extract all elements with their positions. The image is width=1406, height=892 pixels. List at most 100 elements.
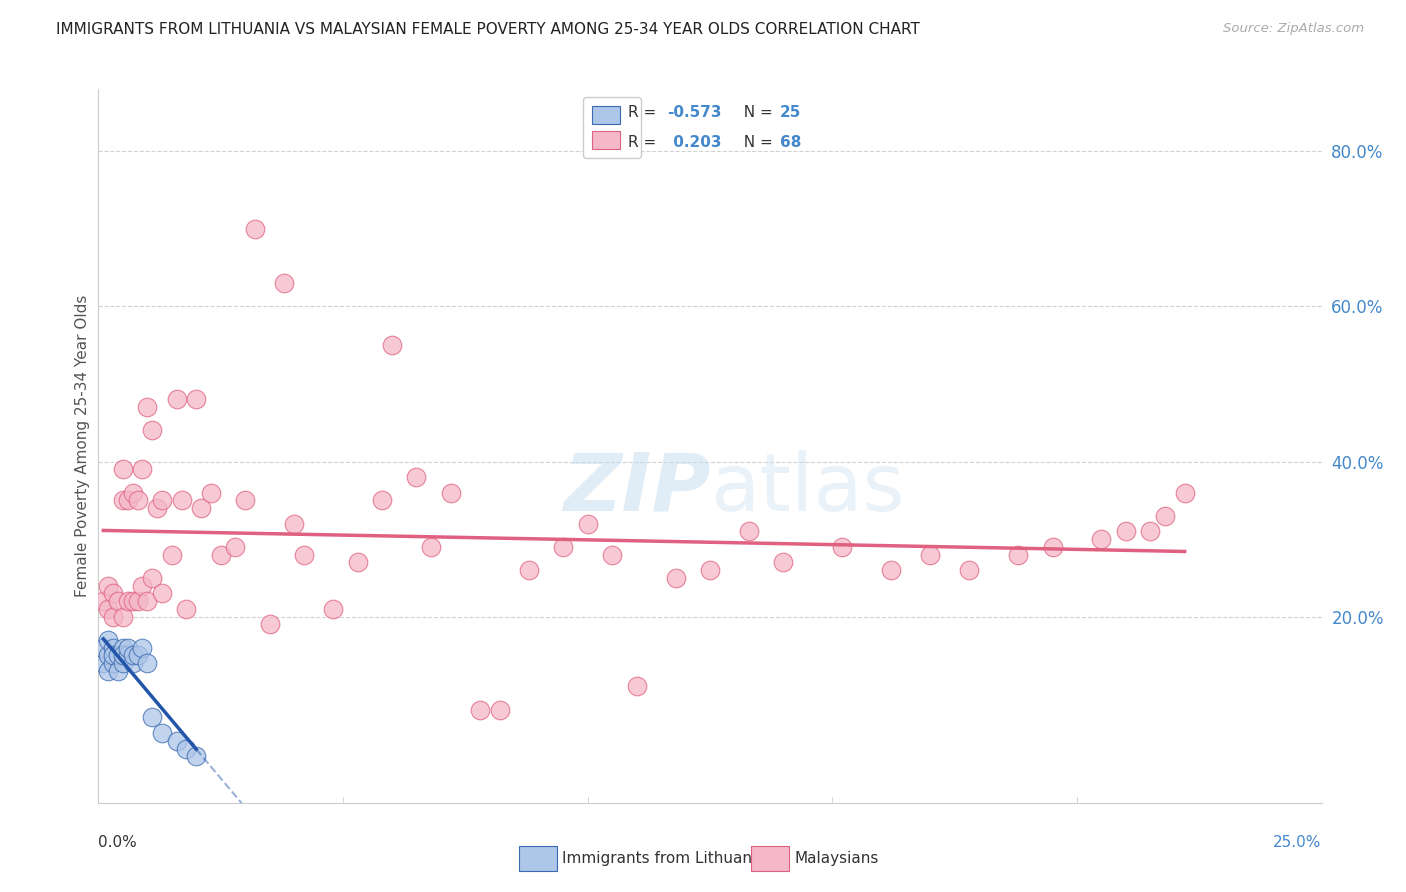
Point <box>101 656 124 670</box>
Point <box>1115 524 1137 539</box>
Point <box>488 703 510 717</box>
Point <box>176 741 198 756</box>
Point <box>121 594 143 608</box>
Point <box>920 548 942 562</box>
Point <box>97 632 120 647</box>
Point <box>97 579 120 593</box>
Text: ZIP: ZIP <box>562 450 710 528</box>
Point <box>111 640 134 655</box>
Text: 25: 25 <box>780 104 801 120</box>
Point <box>111 656 134 670</box>
Point <box>141 571 163 585</box>
Point <box>283 516 305 531</box>
Point <box>371 493 394 508</box>
Point <box>141 710 163 724</box>
Point <box>273 276 295 290</box>
Text: R =: R = <box>628 136 661 150</box>
Point <box>121 485 143 500</box>
Point <box>131 579 153 593</box>
Point <box>117 594 139 608</box>
Point <box>880 563 903 577</box>
Point <box>111 493 134 508</box>
Point <box>209 548 232 562</box>
Point <box>150 586 173 600</box>
Point <box>166 392 188 407</box>
Text: 0.203: 0.203 <box>668 136 721 150</box>
Point <box>772 555 794 569</box>
Point <box>91 640 114 655</box>
Point <box>381 338 404 352</box>
Y-axis label: Female Poverty Among 25-34 Year Olds: Female Poverty Among 25-34 Year Olds <box>75 295 90 597</box>
Point <box>97 648 120 663</box>
Point <box>91 594 114 608</box>
Point <box>170 493 193 508</box>
Point <box>101 648 124 663</box>
Point <box>136 401 159 415</box>
Point <box>259 617 281 632</box>
Text: N =: N = <box>734 104 778 120</box>
Point <box>131 462 153 476</box>
Point <box>101 609 124 624</box>
Text: N =: N = <box>734 136 778 150</box>
Point <box>553 540 575 554</box>
Point <box>1154 508 1177 523</box>
Point <box>131 640 153 655</box>
Point <box>107 648 129 663</box>
Point <box>121 648 143 663</box>
Point <box>127 594 149 608</box>
Point <box>136 594 159 608</box>
Point <box>322 602 344 616</box>
Point <box>97 664 120 678</box>
Text: 0.0%: 0.0% <box>98 836 138 850</box>
Text: 68: 68 <box>780 136 801 150</box>
Point <box>699 563 721 577</box>
Text: -0.573: -0.573 <box>668 104 723 120</box>
Point <box>626 680 648 694</box>
Point <box>243 222 266 236</box>
Point <box>233 493 256 508</box>
Point <box>190 501 212 516</box>
Point <box>420 540 443 554</box>
Point <box>440 485 463 500</box>
Point <box>468 703 491 717</box>
Point <box>91 656 114 670</box>
Point <box>1174 485 1197 500</box>
Point <box>224 540 246 554</box>
Point <box>176 602 198 616</box>
Point <box>1007 548 1029 562</box>
Point <box>117 648 139 663</box>
Point <box>136 656 159 670</box>
Text: Source: ZipAtlas.com: Source: ZipAtlas.com <box>1223 22 1364 36</box>
Point <box>600 548 623 562</box>
Point <box>111 462 134 476</box>
Point <box>576 516 599 531</box>
Point <box>186 749 208 764</box>
Point <box>117 493 139 508</box>
Point <box>200 485 222 500</box>
Point <box>405 470 427 484</box>
Text: 25.0%: 25.0% <box>1274 836 1322 850</box>
Point <box>517 563 540 577</box>
Point <box>738 524 761 539</box>
Point <box>1090 532 1112 546</box>
Point <box>127 648 149 663</box>
Point <box>166 733 188 747</box>
Text: R =: R = <box>628 104 661 120</box>
Point <box>150 726 173 740</box>
Text: IMMIGRANTS FROM LITHUANIA VS MALAYSIAN FEMALE POVERTY AMONG 25-34 YEAR OLDS CORR: IMMIGRANTS FROM LITHUANIA VS MALAYSIAN F… <box>56 22 920 37</box>
Point <box>150 493 173 508</box>
Legend: , : , <box>583 97 641 158</box>
Point <box>97 602 120 616</box>
Text: Malaysians: Malaysians <box>794 851 879 865</box>
Point <box>111 648 134 663</box>
Point <box>831 540 853 554</box>
Point <box>146 501 169 516</box>
Point <box>1042 540 1064 554</box>
Point <box>160 548 183 562</box>
Point <box>665 571 688 585</box>
Point <box>101 640 124 655</box>
Point <box>292 548 315 562</box>
Point <box>957 563 980 577</box>
Point <box>127 493 149 508</box>
Point <box>107 664 129 678</box>
